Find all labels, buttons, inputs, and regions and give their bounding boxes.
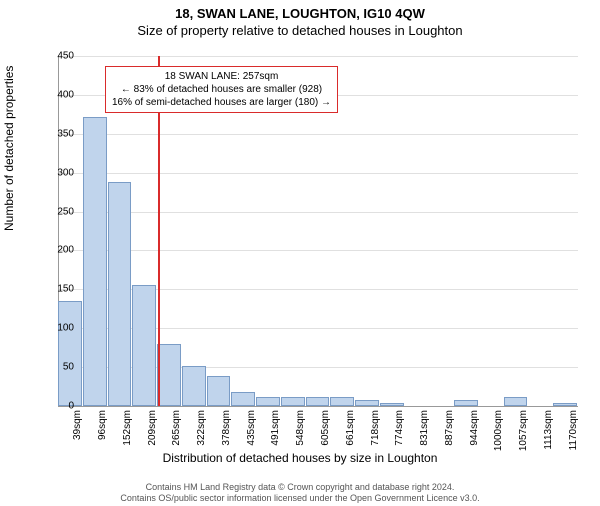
histogram-bar	[83, 117, 107, 406]
histogram-bar	[281, 397, 305, 406]
chart-subtitle: Size of property relative to detached ho…	[0, 23, 600, 38]
ytick-label: 50	[34, 362, 74, 373]
footer-line2: Contains OS/public sector information li…	[0, 493, 600, 504]
ytick-label: 250	[34, 206, 74, 217]
histogram-bar	[504, 397, 528, 406]
histogram-bar	[207, 376, 231, 406]
histogram-bar	[330, 397, 354, 406]
x-axis-label: Distribution of detached houses by size …	[0, 451, 600, 465]
histogram-bar	[306, 397, 330, 406]
histogram-bar	[231, 392, 255, 406]
ytick-label: 350	[34, 128, 74, 139]
ytick-label: 150	[34, 284, 74, 295]
histogram-bar	[256, 397, 280, 406]
infobox-line2: ← 83% of detached houses are smaller (92…	[112, 83, 331, 96]
ytick-label: 400	[34, 89, 74, 100]
histogram-bar	[553, 403, 577, 406]
ytick-label: 200	[34, 245, 74, 256]
footer-attribution: Contains HM Land Registry data © Crown c…	[0, 482, 600, 504]
ytick-label: 0	[34, 401, 74, 412]
histogram-bar	[58, 301, 82, 406]
y-axis-label: Number of detached properties	[2, 66, 16, 231]
histogram-bar	[108, 182, 132, 406]
ytick-label: 450	[34, 51, 74, 62]
histogram-bar	[182, 366, 206, 406]
histogram-bar	[355, 400, 379, 406]
x-axis-line	[58, 406, 578, 407]
histogram-bar	[380, 403, 404, 406]
histogram-bar	[157, 344, 181, 406]
infobox-line1: 18 SWAN LANE: 257sqm	[112, 70, 331, 83]
ytick-label: 100	[34, 323, 74, 334]
infobox-line3: 16% of semi-detached houses are larger (…	[112, 96, 331, 109]
histogram-bar	[454, 400, 478, 406]
histogram-bar	[132, 285, 156, 406]
property-info-box: 18 SWAN LANE: 257sqm ← 83% of detached h…	[105, 66, 338, 113]
footer-line1: Contains HM Land Registry data © Crown c…	[0, 482, 600, 493]
address-title: 18, SWAN LANE, LOUGHTON, IG10 4QW	[0, 6, 600, 21]
ytick-label: 300	[34, 167, 74, 178]
